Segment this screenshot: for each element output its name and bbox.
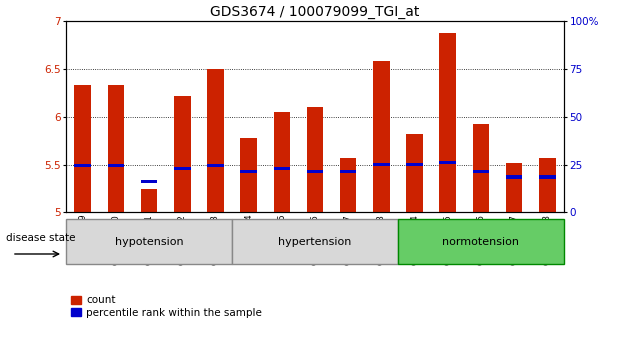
Bar [108, 85, 124, 212]
Bar [406, 134, 423, 212]
Text: hypotension: hypotension [115, 236, 183, 247]
Bar [74, 164, 91, 167]
Text: hypertension: hypertension [278, 236, 352, 247]
Bar [539, 175, 556, 179]
Bar [240, 170, 257, 173]
Bar [240, 138, 257, 212]
Bar [207, 69, 224, 212]
Bar [66, 219, 232, 264]
Bar [539, 158, 556, 212]
Bar [174, 167, 191, 170]
Bar [406, 163, 423, 166]
Text: disease state: disease state [6, 233, 76, 243]
Bar [273, 112, 290, 212]
Bar [74, 85, 91, 212]
Text: normotension: normotension [442, 236, 519, 247]
Bar [472, 170, 489, 173]
Bar [307, 170, 323, 173]
Bar [108, 164, 124, 167]
Bar [141, 188, 158, 212]
Bar [373, 163, 389, 166]
Bar [373, 61, 389, 212]
Bar [340, 158, 357, 212]
Bar [506, 163, 522, 212]
Bar [273, 167, 290, 170]
Bar [440, 161, 456, 164]
Bar [174, 96, 191, 212]
Bar [440, 33, 456, 212]
Bar [340, 170, 357, 173]
Bar [207, 164, 224, 167]
Title: GDS3674 / 100079099_TGI_at: GDS3674 / 100079099_TGI_at [210, 5, 420, 19]
Bar [232, 219, 398, 264]
Bar [398, 219, 564, 264]
Bar [472, 125, 489, 212]
Bar [506, 175, 522, 179]
Bar [307, 107, 323, 212]
Bar [141, 180, 158, 183]
Legend: count, percentile rank within the sample: count, percentile rank within the sample [71, 296, 262, 318]
